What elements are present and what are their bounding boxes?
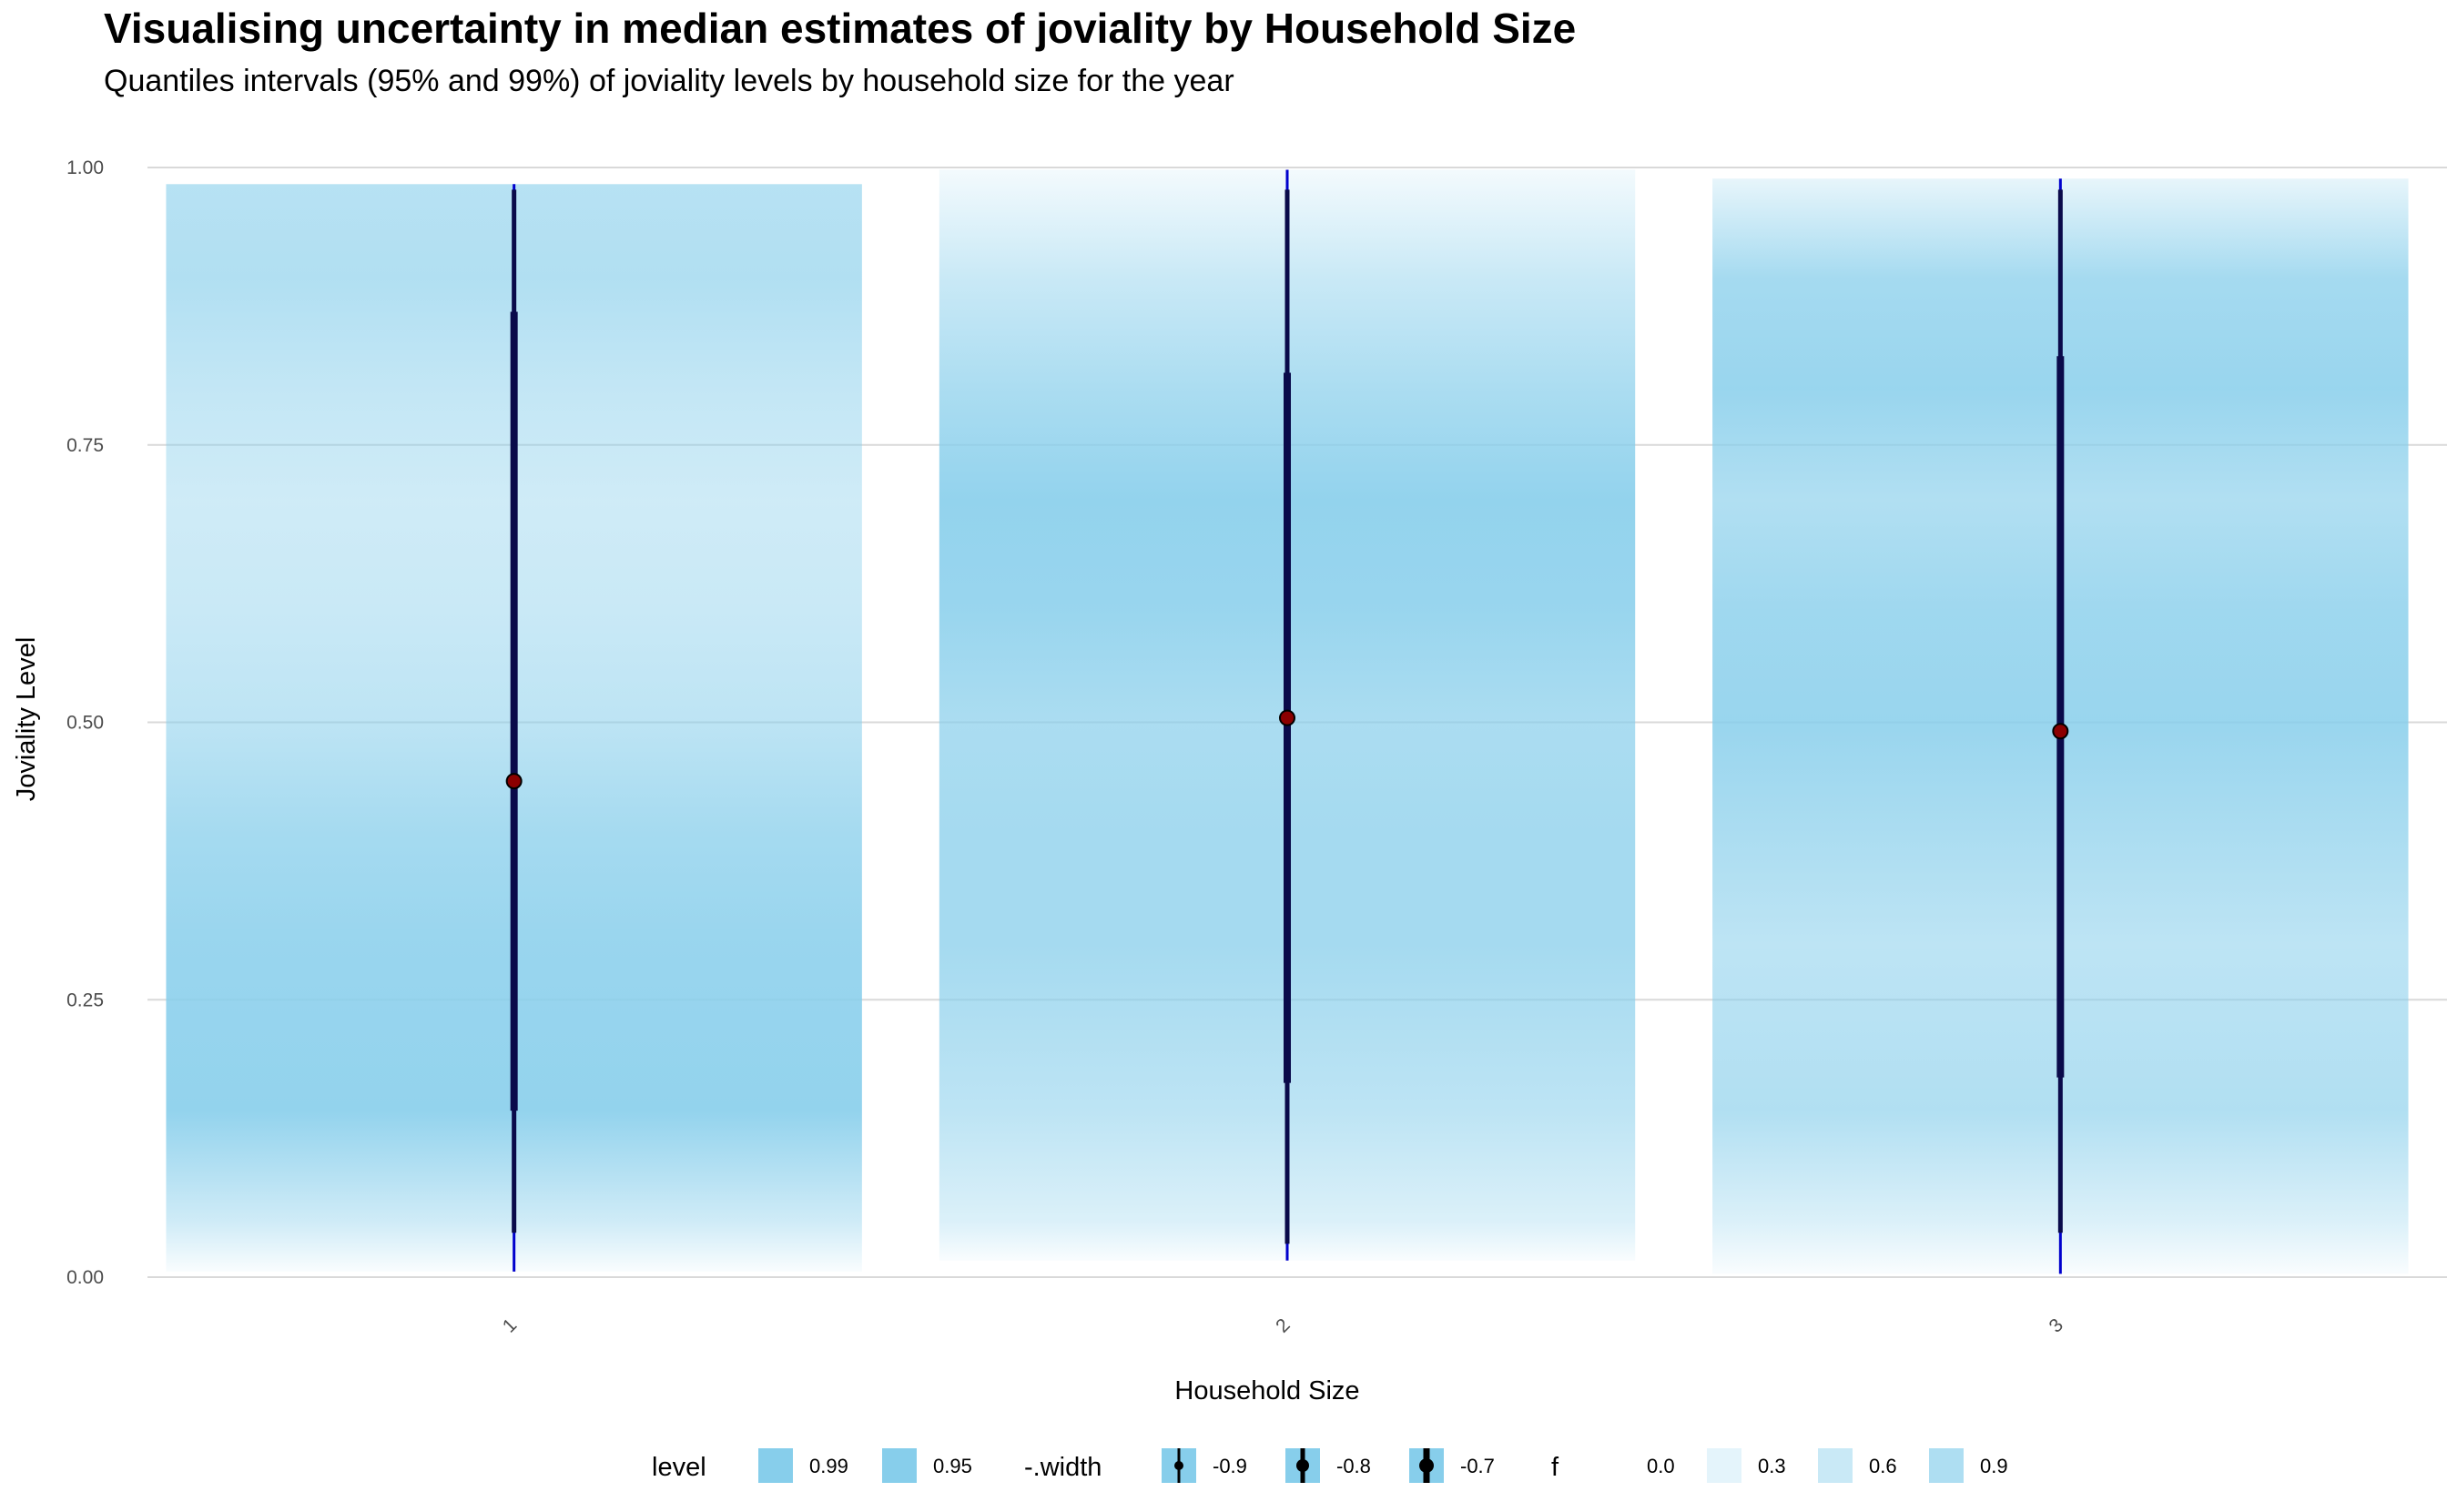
legend-label: 0.0 bbox=[1647, 1455, 1675, 1477]
legend-key-bg bbox=[1818, 1448, 1853, 1483]
legend-key-fill bbox=[1929, 1448, 1964, 1483]
legend-key-point bbox=[1296, 1459, 1309, 1472]
legend-key-fill bbox=[1818, 1448, 1853, 1483]
chart-title: Visualising uncertainty in median estima… bbox=[104, 5, 1577, 52]
x-tick-label: 2 bbox=[1272, 1314, 1295, 1337]
legend-key-point bbox=[1174, 1461, 1183, 1470]
legend-label: -0.7 bbox=[1460, 1455, 1495, 1477]
y-tick-label: 0.75 bbox=[66, 435, 104, 456]
legend-key-bg bbox=[1596, 1448, 1630, 1483]
legend-label: 0.95 bbox=[933, 1455, 972, 1477]
x-axis-title: Household Size bbox=[1174, 1376, 1359, 1405]
legend-title-1: -.width bbox=[1024, 1453, 1102, 1482]
legend-key-fill bbox=[1596, 1448, 1630, 1483]
median-point bbox=[1279, 709, 1295, 726]
legend-label: 0.9 bbox=[1980, 1455, 2008, 1477]
legend-label: 0.6 bbox=[1869, 1455, 1897, 1477]
y-tick-label: 0.25 bbox=[66, 989, 104, 1010]
legend-title-0: level bbox=[652, 1453, 706, 1482]
x-axis-ticks: 1 2 3 bbox=[499, 1314, 2067, 1337]
chart-subtitle: Quantiles intervals (95% and 99%) of jov… bbox=[104, 64, 1234, 98]
x-tick-label: 3 bbox=[2045, 1314, 2067, 1337]
y-tick-label: 0.50 bbox=[66, 713, 104, 734]
legend-label: -0.8 bbox=[1336, 1455, 1371, 1477]
legend-key-fill bbox=[1707, 1448, 1741, 1483]
legend-key-point bbox=[1419, 1458, 1434, 1473]
legend-key-fill bbox=[758, 1448, 793, 1483]
legend-label: -0.9 bbox=[1213, 1455, 1247, 1477]
interval-lines bbox=[505, 169, 2069, 1274]
y-tick-label: 1.00 bbox=[66, 157, 104, 178]
legend-title-2: f bbox=[1551, 1453, 1559, 1482]
legend-key-bg bbox=[1707, 1448, 1741, 1483]
legend-label: 0.3 bbox=[1758, 1455, 1786, 1477]
y-tick-label: 0.00 bbox=[66, 1267, 104, 1288]
x-tick-label: 1 bbox=[499, 1314, 522, 1337]
median-point bbox=[2052, 723, 2069, 740]
legend-key-fill bbox=[882, 1448, 917, 1483]
y-axis-title: Joviality Level bbox=[12, 637, 41, 802]
y-axis-ticks: 0.00 0.25 0.50 0.75 1.00 bbox=[66, 157, 104, 1288]
median-point bbox=[505, 773, 523, 790]
legend: level 0.99 0.95 -.width -0.9 -0.8 -0.7 f 0.0 0.3 0… bbox=[652, 1448, 2008, 1483]
legend-label: 0.99 bbox=[809, 1455, 848, 1477]
